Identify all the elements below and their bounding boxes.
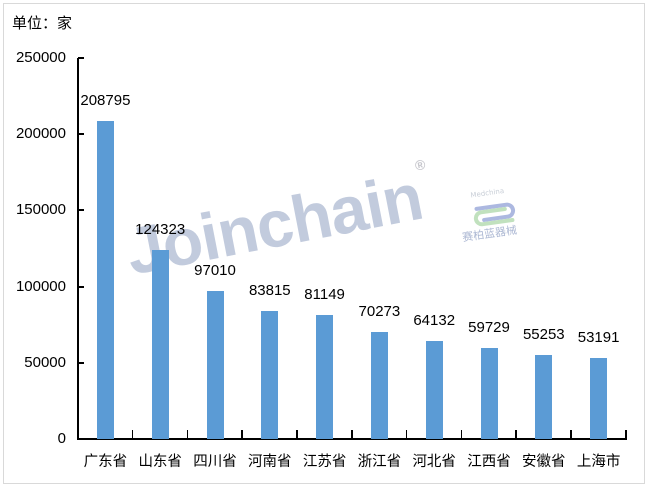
x-axis-line <box>77 438 627 440</box>
bar-data-label: 70273 <box>358 302 401 320</box>
bar-data-label: 124323 <box>135 220 186 238</box>
x-category-label: 山东省 <box>138 454 182 470</box>
bar-0 <box>96 120 114 439</box>
bar-9 <box>590 357 608 439</box>
bar-data-label: 81149 <box>304 286 345 304</box>
bar-4 <box>316 315 334 439</box>
y-tick-label: 100000 <box>15 277 66 295</box>
x-tick-mark <box>131 430 134 439</box>
y-tick-mark <box>78 438 84 440</box>
y-tick-mark <box>78 209 84 212</box>
x-category-label: 广东省 <box>83 454 128 470</box>
y-tick-label: 0 <box>57 430 66 447</box>
bar-8 <box>535 354 553 439</box>
chart-frame <box>3 3 645 484</box>
x-category-label: 上海市 <box>576 454 621 470</box>
x-tick-mark <box>625 430 627 439</box>
bar-data-label: 55253 <box>522 325 565 343</box>
y-tick-label: 50000 <box>24 353 66 371</box>
y-tick-mark <box>78 361 84 364</box>
x-category-label: 江苏省 <box>302 454 347 470</box>
x-tick-mark <box>460 430 463 439</box>
bar-5 <box>370 331 388 439</box>
y-tick-label: 250000 <box>15 49 66 66</box>
bar-data-label: 97010 <box>194 262 236 280</box>
x-tick-mark <box>515 430 517 439</box>
x-category-label: 河北省 <box>412 454 456 470</box>
y-tick-mark <box>78 57 84 59</box>
bar-3 <box>261 311 279 439</box>
x-category-label: 安徽省 <box>522 454 566 470</box>
x-tick-mark <box>351 430 353 439</box>
x-tick-mark <box>405 430 408 439</box>
x-category-label: 江西省 <box>467 454 511 470</box>
x-category-label: 河南省 <box>248 454 292 470</box>
bar-7 <box>480 347 498 439</box>
y-tick-label: 150000 <box>15 201 66 219</box>
bar-6 <box>425 341 443 439</box>
bar-2 <box>206 291 224 439</box>
x-category-label: 浙江省 <box>357 454 402 470</box>
x-tick-mark <box>186 430 189 439</box>
x-tick-mark <box>241 430 243 439</box>
y-axis-line <box>77 58 79 440</box>
y-tick-mark <box>78 285 84 288</box>
bar-data-label: 83815 <box>248 282 291 300</box>
bar-data-label: 53191 <box>577 328 620 346</box>
bar-data-label: 59729 <box>468 318 510 336</box>
bar-data-label: 64132 <box>413 312 456 330</box>
x-category-label: 四川省 <box>193 454 237 470</box>
x-tick-mark <box>570 430 572 439</box>
unit-label: 单位：家 <box>12 14 73 32</box>
bar-1 <box>151 249 169 439</box>
bar-data-label: 208795 <box>80 91 131 109</box>
x-tick-mark <box>296 430 298 439</box>
y-tick-mark <box>78 133 84 136</box>
y-tick-label: 200000 <box>15 125 66 143</box>
